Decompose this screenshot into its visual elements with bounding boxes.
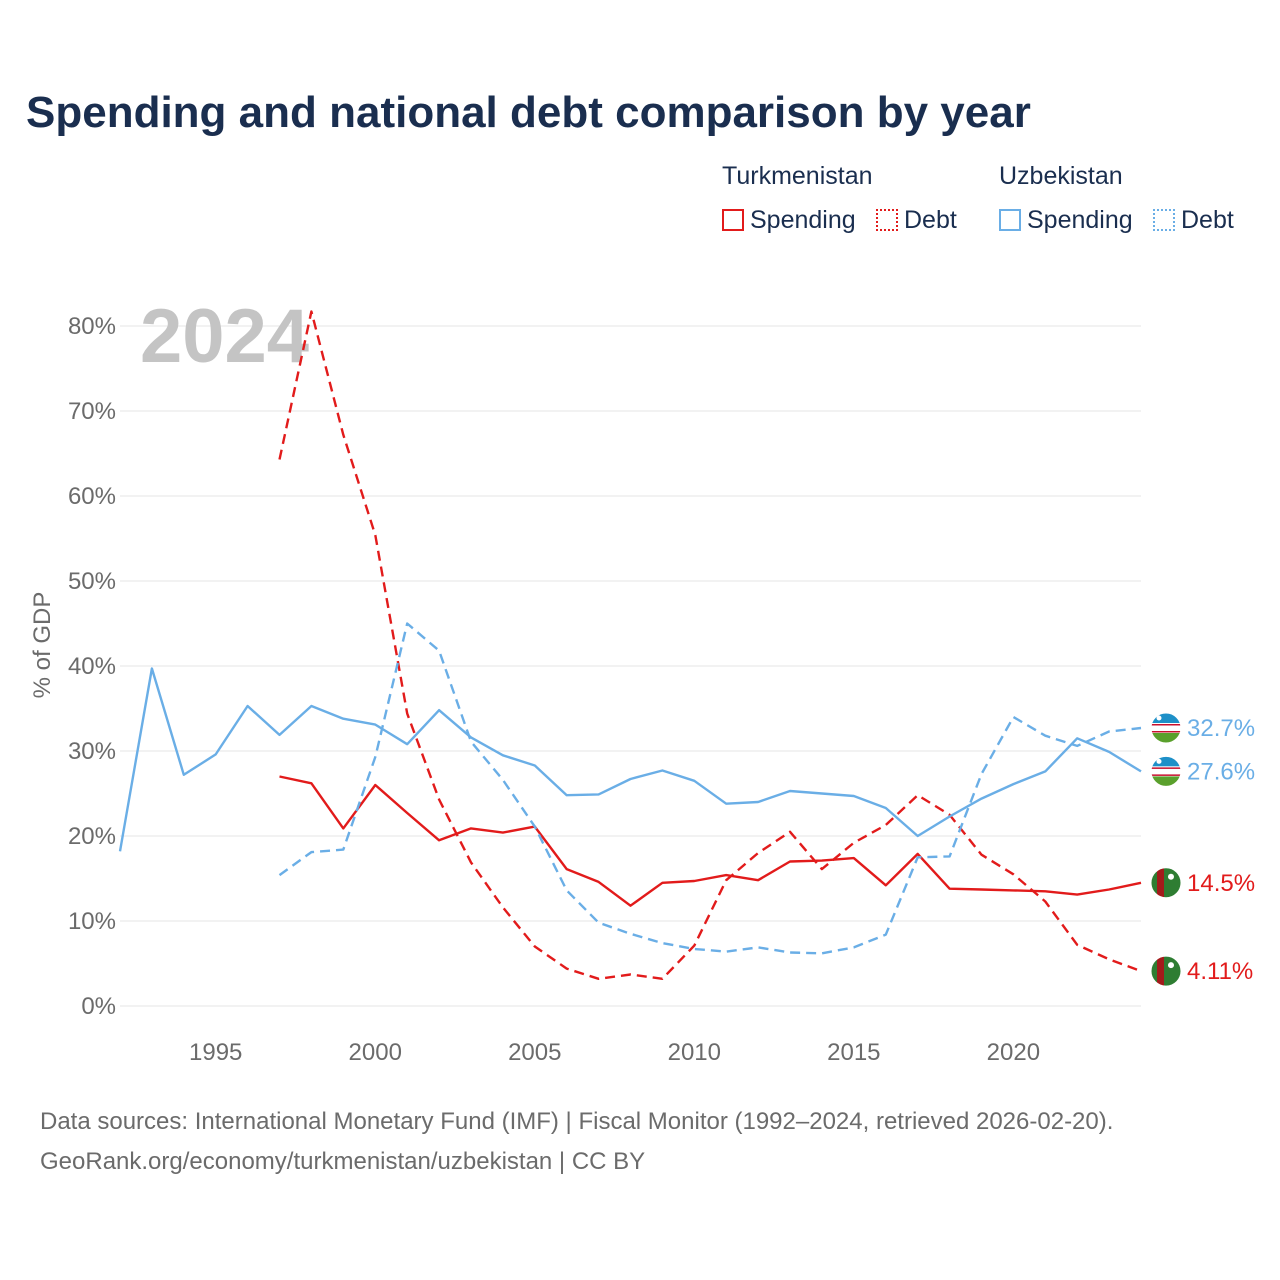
series-line-uzbekistan-debt [278, 622, 1142, 955]
end-value-label: 14.5% [1187, 870, 1255, 897]
series-line-turkmenistan-spending [279, 775, 1142, 907]
turkmenistan-flag-icon [1150, 955, 1182, 987]
y-tick-label: 50% [68, 568, 116, 595]
legend-swatch-solid-icon [722, 209, 744, 231]
uzbekistan-flag-icon [1150, 712, 1182, 744]
y-tick-label: 0% [81, 993, 116, 1020]
x-tick-label: 2000 [349, 1039, 402, 1066]
footer-sources: Data sources: International Monetary Fun… [40, 1108, 1114, 1135]
y-tick-label: 70% [68, 398, 116, 425]
legend-country-uzbekistan: Uzbekistan [999, 162, 1123, 190]
x-tick-label: 2005 [508, 1039, 561, 1066]
legend-label: Debt [1181, 205, 1234, 234]
y-tick-label: 30% [68, 738, 116, 765]
legend-swatch-solid-icon [999, 209, 1021, 231]
y-tick-label: 10% [68, 908, 116, 935]
series-line-uzbekistan-spending [118, 667, 1142, 852]
legend-swatch-dotted-icon [876, 209, 898, 231]
y-tick-label: 40% [68, 653, 116, 680]
legend-label: Spending [1027, 205, 1133, 234]
footer-credit: GeoRank.org/economy/turkmenistan/uzbekis… [40, 1148, 646, 1175]
legend-item-turkmenistan-spending[interactable]: Spending [722, 204, 856, 236]
y-tick-label: 80% [68, 313, 116, 340]
y-tick-label: 20% [68, 823, 116, 850]
end-value-label: 27.6% [1187, 758, 1255, 785]
y-tick-label: 60% [68, 483, 116, 510]
x-tick-label: 2020 [987, 1039, 1040, 1066]
legend-country-turkmenistan: Turkmenistan [722, 162, 873, 190]
legend-item-turkmenistan-debt[interactable]: Debt [876, 204, 957, 236]
x-tick-label: 2015 [827, 1039, 880, 1066]
end-value-label: 4.11% [1187, 958, 1253, 985]
turkmenistan-flag-icon [1150, 867, 1182, 899]
legend-item-uzbekistan-spending[interactable]: Spending [999, 204, 1133, 236]
y-axis-label: % of GDP [29, 592, 56, 699]
x-tick-label: 2010 [668, 1039, 721, 1066]
legend-label: Debt [904, 205, 957, 234]
legend-label: Spending [750, 205, 856, 234]
series-line-turkmenistan-debt [278, 310, 1142, 980]
legend-swatch-dotted-icon [1153, 209, 1175, 231]
year-watermark: 2024 [140, 294, 309, 379]
x-tick-label: 1995 [189, 1039, 242, 1066]
chart-title: Spending and national debt comparison by… [26, 88, 1031, 137]
end-value-label: 32.7% [1187, 715, 1255, 742]
legend-item-uzbekistan-debt[interactable]: Debt [1153, 204, 1234, 236]
uzbekistan-flag-icon [1150, 755, 1182, 787]
